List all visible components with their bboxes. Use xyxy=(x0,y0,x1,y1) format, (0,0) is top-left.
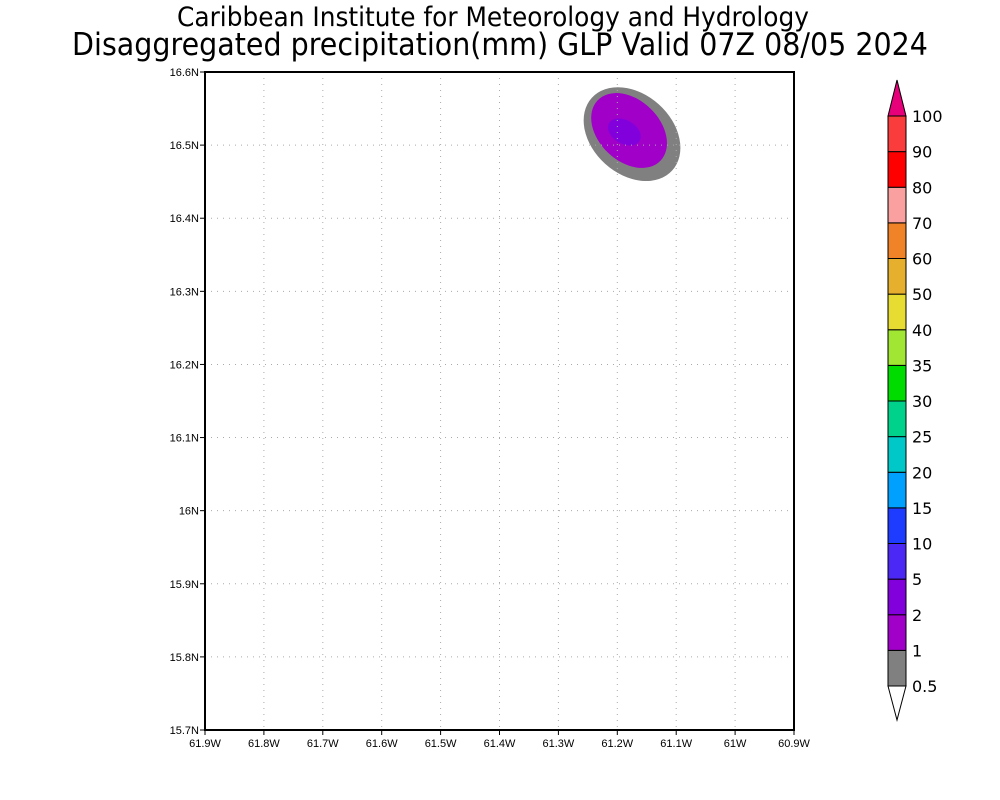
x-tick-label: 61.9W xyxy=(189,738,221,750)
chart-subtitle: Disaggregated precipitation(mm) GLP Vali… xyxy=(72,27,928,63)
colorbar-segment xyxy=(887,507,907,544)
colorbar-label: 5 xyxy=(912,570,922,589)
colorbar-label: 0.5 xyxy=(912,677,937,696)
colorbar-segment xyxy=(887,364,907,402)
colorbar-segment xyxy=(887,649,907,687)
colorbar-segment xyxy=(887,222,907,259)
chart-title: Caribbean Institute for Meteorology and … xyxy=(177,2,809,33)
y-tick-label: 15.8N xyxy=(170,652,199,664)
y-tick-label: 16.2N xyxy=(170,359,199,371)
colorbar-label: 30 xyxy=(912,392,932,411)
y-tick-label: 15.7N xyxy=(170,725,199,737)
x-tick-label: 61.8W xyxy=(248,738,280,750)
x-tick-label: 61.3W xyxy=(543,738,575,750)
colorbar-segment xyxy=(887,543,907,580)
colorbar-segment xyxy=(887,293,907,331)
colorbar-segment xyxy=(887,186,907,224)
x-tick-label: 61.7W xyxy=(307,738,339,750)
y-tick-label: 16.1N xyxy=(170,433,199,445)
plot-frame xyxy=(204,71,795,731)
precip-contour-2 xyxy=(607,118,641,146)
colorbar-segment xyxy=(887,471,907,509)
y-tick-label: 16.4N xyxy=(170,213,199,225)
x-tick-label: 61.6W xyxy=(366,738,398,750)
colorbar-label: 90 xyxy=(912,143,932,162)
colorbar-segment xyxy=(887,329,907,366)
colorbar-label: 60 xyxy=(912,250,932,269)
x-tick-label: 61W xyxy=(724,738,747,750)
x-tick-label: 61.5W xyxy=(425,738,457,750)
y-tick-label: 16N xyxy=(179,506,199,518)
y-tick-label: 16.6N xyxy=(170,67,199,79)
x-tick-label: 61.1W xyxy=(660,738,692,750)
x-tick-label: 61.4W xyxy=(484,738,516,750)
colorbar-label: 35 xyxy=(912,356,932,375)
colorbar-segment xyxy=(887,258,907,295)
colorbar-over-arrow xyxy=(887,79,907,117)
y-tick-label: 15.9N xyxy=(170,579,199,591)
colorbar-segment xyxy=(887,578,907,616)
colorbar-label: 20 xyxy=(912,463,932,482)
colorbar-label: 1 xyxy=(912,641,922,660)
colorbar-label: 100 xyxy=(912,107,943,126)
colorbar-label: 2 xyxy=(912,606,922,625)
colorbar-segment xyxy=(887,614,907,651)
colorbar-segment xyxy=(887,436,907,473)
x-tick-label: 60.9W xyxy=(778,738,810,750)
colorbar-label: 25 xyxy=(912,428,932,447)
colorbar-label: 70 xyxy=(912,214,932,233)
colorbar-label: 15 xyxy=(912,499,932,518)
colorbar-segment xyxy=(887,151,907,188)
colorbar-label: 80 xyxy=(912,178,932,197)
colorbar-segment xyxy=(887,115,907,153)
x-tick-label: 61.2W xyxy=(601,738,633,750)
colorbar-label: 50 xyxy=(912,285,932,304)
colorbar-segment xyxy=(887,400,907,438)
colorbar-label: 40 xyxy=(912,321,932,340)
colorbar-label: 10 xyxy=(912,535,932,554)
y-tick-label: 16.3N xyxy=(170,286,199,298)
y-tick-label: 16.5N xyxy=(170,140,199,152)
colorbar-under-arrow xyxy=(887,685,907,722)
